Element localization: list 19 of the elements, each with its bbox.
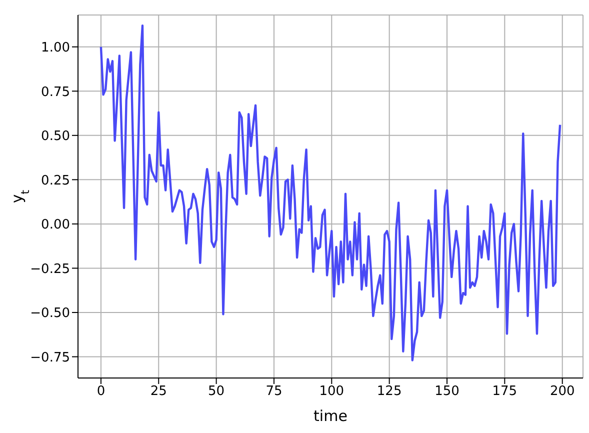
y-tick-label: −0.50 xyxy=(30,306,70,322)
y-tick-label: −0.75 xyxy=(30,350,70,366)
y-tick-label: 0.75 xyxy=(41,84,70,100)
y-tick-label: 0.00 xyxy=(41,218,70,233)
x-tick-label: 200 xyxy=(550,384,575,400)
x-tick-label: 50 xyxy=(208,384,225,400)
y-tick-label: 1.00 xyxy=(41,40,70,56)
x-axis-title: time xyxy=(314,407,348,425)
line-series xyxy=(100,24,562,362)
y-tick-label: 0.25 xyxy=(41,173,70,188)
x-tick-label: 0 xyxy=(96,384,106,400)
y-tick-label: −0.25 xyxy=(30,262,70,277)
x-tick-label: 125 xyxy=(376,384,402,400)
y-tick-label: 0.50 xyxy=(41,129,70,144)
x-tick-label: 75 xyxy=(266,384,282,400)
x-tick-label: 150 xyxy=(434,384,460,400)
x-tick-label: 175 xyxy=(492,384,518,400)
x-tick-label: 100 xyxy=(319,384,344,400)
x-tick-label: 25 xyxy=(150,384,167,400)
